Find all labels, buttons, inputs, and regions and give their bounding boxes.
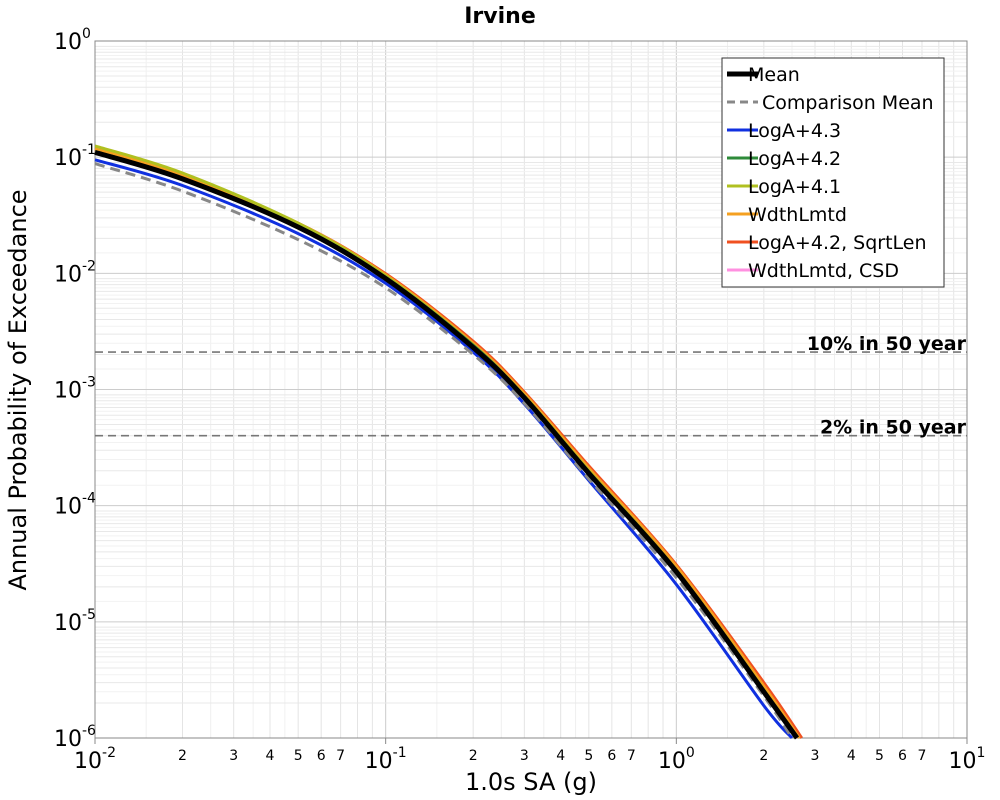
x-minor-tick-label: 6 [607,748,616,764]
series-line-wdthlmtd-csd [94,150,799,739]
series-lines [94,144,803,740]
series-line-loga-4-2 [94,149,799,739]
x-minor-tick-label: 4 [556,748,565,764]
legend-label: WdthLmtd [748,204,847,226]
legend-label: Comparison Mean [762,92,934,114]
legend-label: LogA+4.2 [748,148,841,170]
x-tick-label: 10-1 [365,745,407,774]
legend: Mean Comparison Mean LogA+4.3 LogA+4.2 LogA+… [721,57,945,288]
reference-lines: 10% in 50 year 2% in 50 year [95,333,967,439]
x-minor-tick-label: 3 [811,748,820,764]
x-tick-label: 10-2 [74,745,116,774]
series-line-loga-4-1 [94,144,799,739]
reference-line-label: 10% in 50 year [807,333,967,355]
x-axis-label: 1.0s SA (g) [465,768,597,796]
x-tick-label: 101 [949,745,986,774]
x-minor-tick-label: 7 [918,748,927,764]
x-minor-tick-label: 7 [627,748,636,764]
series-line-comparison-mean [94,162,794,739]
legend-label: LogA+4.3 [748,120,841,142]
y-tick-label: 10-3 [54,375,96,404]
legend-box [721,57,945,288]
x-minor-tick-label: 2 [469,748,478,764]
series-line-mean [94,150,800,740]
y-tick-label: 100 [54,26,91,55]
x-minor-tick-label: 7 [336,748,345,764]
y-axis-label: Annual Probability of Exceedance [4,189,32,590]
x-minor-tick-label: 3 [520,748,529,764]
x-minor-tick-label: 4 [847,748,856,764]
y-tick-label: 10-4 [54,491,96,520]
y-axis-ticks: 100 10-1 10-2 10-3 10-4 10-5 10-6 [54,26,96,752]
legend-label: LogA+4.2, SqrtLen [748,232,927,254]
x-minor-tick-label: 5 [294,748,303,764]
x-minor-tick-label: 5 [875,748,884,764]
series-line-loga-4-3 [94,158,794,740]
legend-label: Mean [748,64,800,86]
reference-line-label: 2% in 50 year [820,417,967,439]
x-minor-tick-label: 2 [759,748,768,764]
x-tick-label: 100 [658,745,695,774]
x-minor-tick-label: 2 [178,748,187,764]
x-minor-tick-label: 6 [898,748,907,764]
plot-frame [94,40,968,739]
grid [95,41,967,738]
y-tick-label: 10-2 [54,258,96,287]
series-line-wdthlmtd [94,147,801,739]
legend-label: WdthLmtd, CSD [748,260,899,282]
y-tick-label: 10-5 [54,607,96,636]
x-minor-tick-label: 4 [266,748,275,764]
x-minor-tick-label: 6 [317,748,326,764]
x-minor-tick-label: 3 [229,748,238,764]
x-minor-tick-label: 5 [584,748,593,764]
legend-label: LogA+4.1 [748,176,841,198]
chart-title: Irvine [464,4,536,29]
y-tick-label: 10-1 [54,142,96,171]
y-tick-label: 10-6 [54,723,96,752]
